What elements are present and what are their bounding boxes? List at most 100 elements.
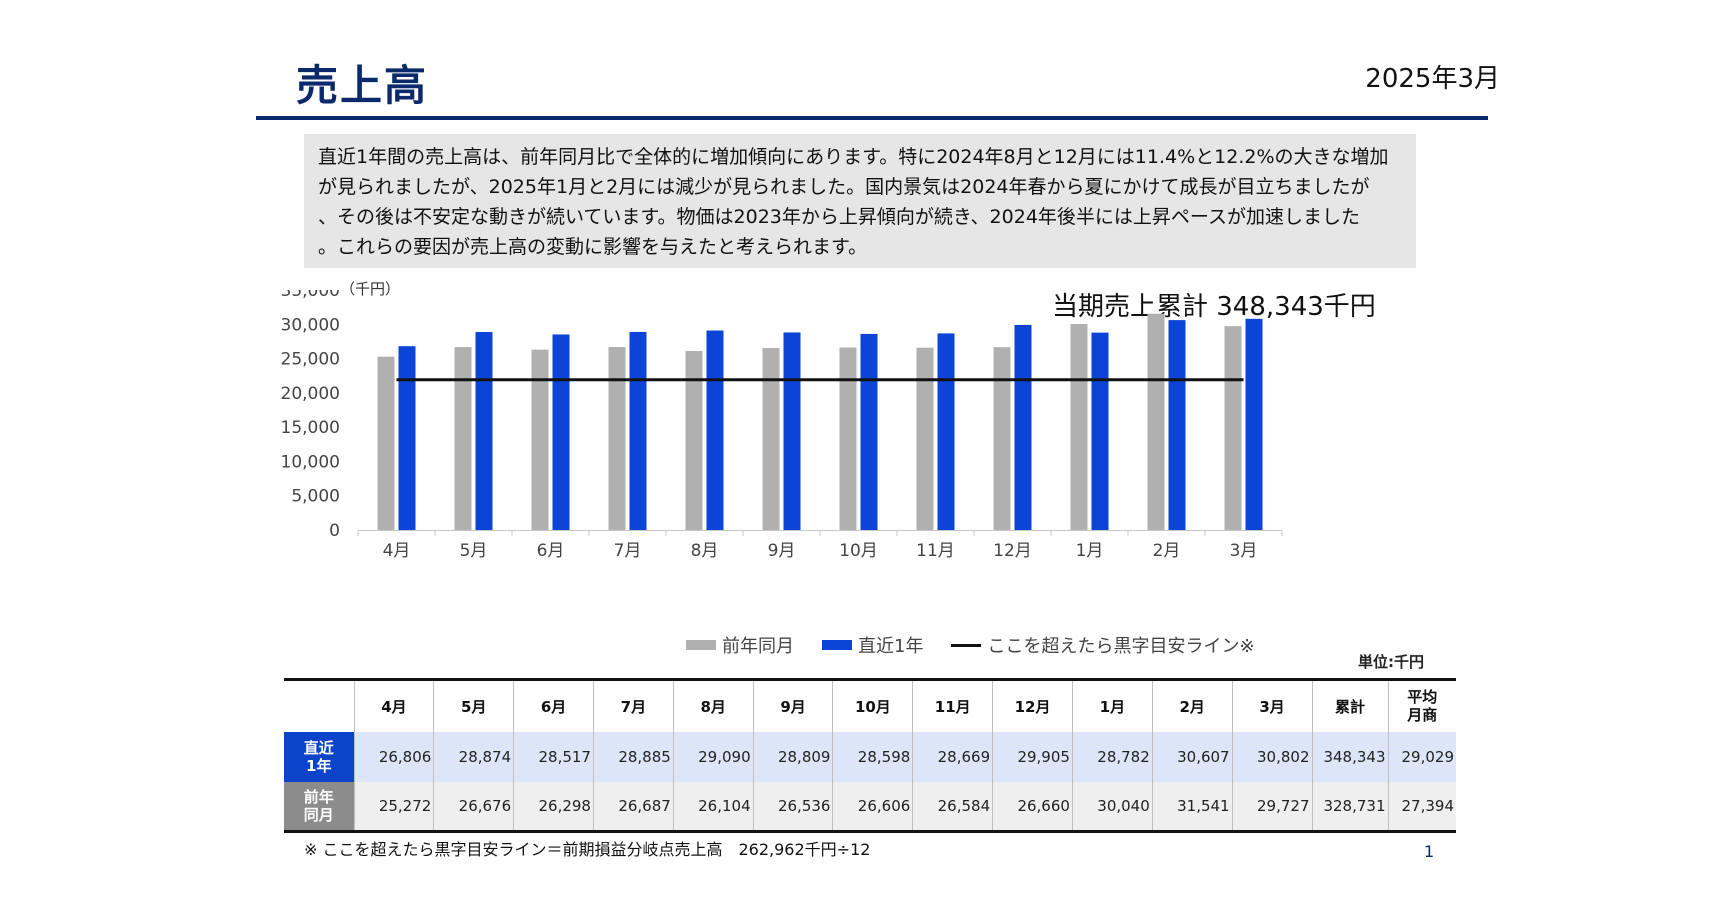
legend-label-current: 直近1年 (858, 636, 924, 657)
bar-current (937, 333, 955, 530)
summary-line: 直近1年間の売上高は、前年同月比で全体的に増加傾向にあります。特に2024年8月… (318, 146, 1389, 168)
y-tick-label: 35,000 (281, 290, 340, 301)
legend-label-prev: 前年同月 (722, 636, 794, 657)
bar-current (475, 332, 493, 530)
table-header: 12月 (992, 679, 1073, 732)
table-header: 7月 (592, 679, 674, 732)
table-header: 10月 (832, 679, 913, 732)
table-header: 平均 月商 (1387, 679, 1456, 732)
x-tick-label: 12月 (993, 541, 1032, 561)
summary-line: が見られましたが、2025年1月と2月には減少が見られました。国内景気は2024… (318, 176, 1370, 198)
table-cell: 31,541 (1151, 781, 1233, 832)
bar-current (783, 332, 801, 530)
table-cell: 28,874 (433, 731, 514, 782)
bar-prev (377, 356, 395, 530)
table-header: 4月 (353, 679, 434, 732)
sales-table: 4月 5月 6月 7月 8月 9月 10月 11月 12月 1月 2月 3月 累… (284, 678, 1456, 833)
table-cell: 26,676 (433, 781, 514, 832)
table-header: 6月 (513, 679, 594, 732)
table-header: 2月 (1151, 679, 1233, 732)
table-cell: 29,090 (672, 731, 754, 782)
x-tick-label: 1月 (1076, 541, 1104, 561)
bar-current (706, 330, 724, 530)
table-cell: 28,517 (513, 731, 594, 782)
legend-item-line: ここを超えたら黒字目安ライン※ (951, 632, 1255, 658)
table-cell: 26,536 (752, 781, 833, 832)
table-cell: 26,298 (513, 781, 594, 832)
chart-unit-label: （千円） (340, 280, 401, 298)
table-cell: 30,040 (1071, 781, 1153, 832)
legend-swatch-line (951, 643, 982, 647)
table-header: 5月 (433, 679, 514, 732)
bar-prev (608, 347, 626, 530)
table-row-current: 直近 1年 26,806 28,874 28,517 28,885 29,090… (284, 731, 1456, 782)
title-divider (256, 116, 1488, 120)
table-cell: 29,905 (992, 731, 1073, 782)
row-label-prev: 前年 同月 (284, 781, 354, 832)
table-cell: 25,272 (353, 781, 434, 832)
y-tick-label: 20,000 (281, 384, 340, 404)
table-corner (284, 679, 354, 732)
legend-item-current: 直近1年 (822, 632, 923, 658)
bar-current (552, 334, 570, 530)
y-tick-label: 25,000 (281, 350, 340, 370)
bar-prev (531, 349, 549, 530)
summary-box: 直近1年間の売上高は、前年同月比で全体的に増加傾向にあります。特に2024年8月… (304, 134, 1416, 268)
table-cell: 29,727 (1231, 781, 1312, 832)
bar-prev (762, 348, 780, 530)
page-number: 1 (1424, 842, 1435, 861)
table-cell-average: 29,029 (1387, 731, 1456, 782)
bar-current (629, 331, 647, 530)
table-cell: 28,669 (912, 731, 993, 782)
x-tick-label: 7月 (614, 541, 642, 561)
table-cell: 26,584 (912, 781, 993, 832)
table-cell: 26,660 (992, 781, 1073, 832)
y-tick-label: 5,000 (291, 487, 340, 507)
table-header: 11月 (912, 679, 993, 732)
bar-current (398, 346, 416, 530)
table-cell: 30,802 (1231, 731, 1312, 782)
bar-prev (916, 347, 934, 530)
table-unit-label: 単位:千円 (1358, 653, 1424, 671)
report-date: 2025年3月 (1365, 64, 1500, 94)
bar-current (1091, 332, 1109, 530)
bar-prev (839, 347, 857, 530)
bar-prev (685, 351, 703, 530)
table-cell: 26,104 (672, 781, 754, 832)
bar-prev (1070, 324, 1088, 530)
table-cell: 26,687 (592, 781, 674, 832)
y-tick-label: 10,000 (281, 452, 340, 472)
table-cell: 28,782 (1071, 731, 1153, 782)
table-cell-total: 348,343 (1311, 731, 1388, 782)
bar-prev (993, 347, 1011, 530)
x-tick-label: 8月 (691, 541, 719, 561)
chart-legend: 前年同月 直近1年 ここを超えたら黒字目安ライン※ (686, 632, 1255, 658)
bar-current (1168, 320, 1186, 530)
cumulative-total: 当期売上累計 348,343千円 (1052, 292, 1376, 322)
y-tick-label: 30,000 (281, 315, 340, 335)
x-tick-label: 6月 (537, 541, 565, 561)
x-tick-label: 2月 (1153, 541, 1181, 561)
table-header: 累計 (1311, 679, 1388, 732)
bar-current (1245, 318, 1263, 530)
legend-swatch-current (822, 640, 852, 650)
legend-label-line: ここを超えたら黒字目安ライン※ (987, 636, 1255, 657)
table-header: 3月 (1231, 679, 1312, 732)
legend-swatch-prev (686, 640, 716, 650)
x-tick-label: 4月 (383, 541, 411, 561)
table-header: 8月 (672, 679, 754, 732)
table-header-row: 4月 5月 6月 7月 8月 9月 10月 11月 12月 1月 2月 3月 累… (284, 679, 1456, 732)
row-label-current: 直近 1年 (284, 731, 354, 782)
x-tick-label: 11月 (916, 541, 955, 561)
table-cell-average: 27,394 (1387, 781, 1456, 832)
summary-line: 。これらの要因が売上高の変動に影響を与えたと考えられます。 (318, 236, 868, 258)
y-tick-label: 15,000 (281, 418, 340, 438)
table-cell: 30,607 (1151, 731, 1233, 782)
bar-current (860, 333, 878, 530)
x-tick-label: 3月 (1230, 541, 1258, 561)
slide: 売上高 2025年3月 直近1年間の売上高は、前年同月比で全体的に増加傾向にあり… (256, 0, 1500, 900)
summary-line: 、その後は不安定な動きが続いています。物価は2023年から上昇傾向が続き、202… (318, 206, 1360, 228)
table-cell: 28,598 (832, 731, 913, 782)
bar-prev (1147, 313, 1165, 530)
bar-current (1014, 324, 1032, 530)
